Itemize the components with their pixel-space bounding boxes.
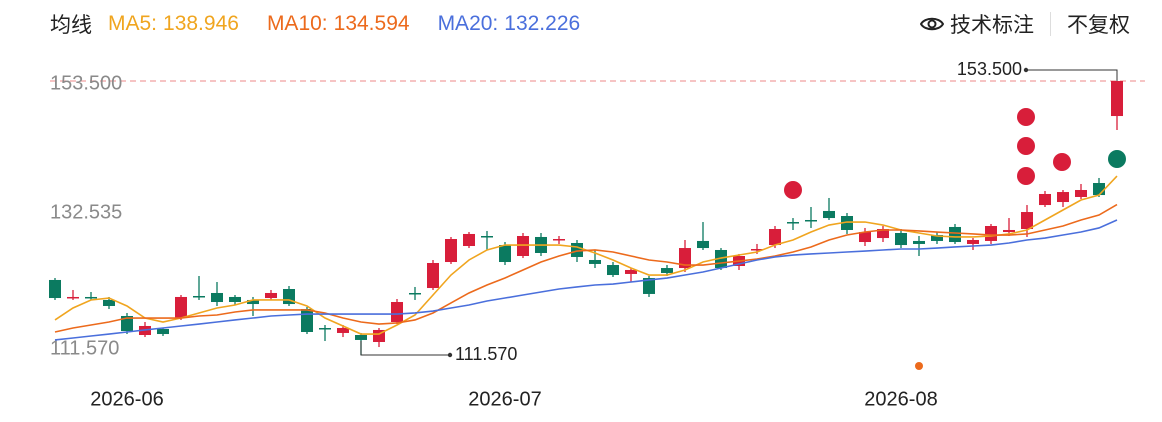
candle-body — [1111, 81, 1123, 117]
ma-line — [54, 175, 1118, 335]
candle-body — [157, 328, 169, 335]
candle-body — [949, 226, 961, 243]
event-marker — [1017, 137, 1035, 155]
candle-body — [409, 292, 421, 295]
max-leader — [1026, 69, 1118, 81]
candle-body — [823, 210, 835, 219]
candle-body — [319, 328, 331, 330]
candle-body — [985, 226, 997, 241]
min-leader — [360, 341, 450, 356]
ma-line — [54, 203, 1118, 333]
ma-line — [54, 219, 1118, 341]
candle-body — [931, 235, 943, 241]
max-label: 153.500 — [957, 59, 1022, 79]
candle-body — [751, 249, 763, 251]
event-marker — [1053, 153, 1071, 171]
event-marker — [784, 181, 802, 199]
legend-name: MA5: — [108, 12, 158, 35]
candle-body — [679, 248, 691, 269]
candle-body — [301, 308, 313, 332]
legend-entry: MA10: 134.594 — [267, 12, 410, 36]
candle-body — [85, 296, 97, 299]
candle-body — [229, 296, 241, 303]
candle-body — [625, 269, 637, 274]
eye-icon — [920, 17, 944, 31]
candle-body — [895, 232, 907, 246]
x-tick-label: 2026-06 — [90, 388, 163, 410]
candle-body — [193, 295, 205, 298]
candle-body — [355, 335, 367, 340]
annotate-button[interactable]: 技术标注 — [950, 14, 1034, 37]
ma-title: 均线 — [50, 14, 92, 37]
candle-body — [1003, 229, 1015, 233]
legend-value: 132.226 — [504, 12, 581, 35]
candle-body — [553, 239, 565, 241]
candle-body — [589, 259, 601, 264]
candle-body — [643, 278, 655, 294]
event-marker — [1017, 108, 1035, 126]
candle-body — [841, 216, 853, 230]
candle-body — [1057, 192, 1069, 203]
candle-body — [49, 279, 61, 299]
candle-body — [517, 236, 529, 256]
candle-body — [121, 315, 133, 332]
candle-body — [1039, 193, 1051, 206]
legend-name: MA10: — [266, 12, 328, 35]
candle-body — [67, 296, 79, 299]
candle-body — [877, 229, 889, 239]
max-dot — [1023, 67, 1029, 73]
candle-body — [265, 292, 277, 299]
candle-body — [211, 292, 223, 303]
y-tick-label: 132.535 — [50, 201, 122, 223]
legend-entry: MA5: 138.946 — [108, 12, 239, 36]
event-marker — [1017, 167, 1035, 185]
y-tick-label: 111.570 — [50, 337, 119, 359]
candle-body — [1021, 212, 1033, 230]
candle-body — [499, 245, 511, 263]
y-tick-label: 153.500 — [50, 72, 122, 94]
candle-body — [391, 302, 403, 322]
candle-body — [913, 240, 925, 244]
candle-body — [445, 239, 457, 263]
candle-body — [481, 236, 493, 238]
candle-body — [571, 242, 583, 257]
separator — [1050, 12, 1051, 36]
candle-body — [805, 219, 817, 222]
legend-value: 134.594 — [333, 12, 410, 35]
candle-body — [427, 262, 439, 289]
candle-body — [607, 265, 619, 276]
candle-body — [859, 232, 871, 243]
candle-body — [247, 299, 259, 305]
candle-body — [1093, 183, 1105, 196]
candle-body — [103, 299, 115, 306]
candle-body — [1075, 189, 1087, 197]
legend: MA5: 138.946 MA10: 134.594 MA20: 132.226 — [92, 12, 580, 36]
ma-header: 均线 MA5: 138.946 MA10: 134.594 MA20: 132.226 — [50, 8, 580, 40]
candle-body — [769, 229, 781, 246]
toolbar: 技术标注 不复权 — [920, 8, 1130, 40]
candle-body — [967, 239, 979, 244]
legend-name: MA20: — [437, 12, 499, 35]
legend-value: 138.946 — [163, 12, 239, 35]
candle-body — [175, 296, 187, 319]
legend-entry: MA20: 132.226 — [438, 12, 581, 36]
adjust-button[interactable]: 不复权 — [1067, 14, 1130, 37]
candle-body — [661, 268, 673, 273]
x-tick-label: 2026-08 — [864, 388, 937, 410]
candle-body — [463, 233, 475, 247]
candle-body — [337, 328, 349, 333]
event-marker — [1108, 150, 1126, 168]
x-tick-label: 2026-07 — [468, 388, 541, 410]
candle-body — [697, 240, 709, 249]
candle-body — [787, 222, 799, 224]
event-marker — [915, 362, 923, 370]
min-dot — [447, 352, 453, 358]
min-label: 111.570 — [455, 344, 517, 364]
